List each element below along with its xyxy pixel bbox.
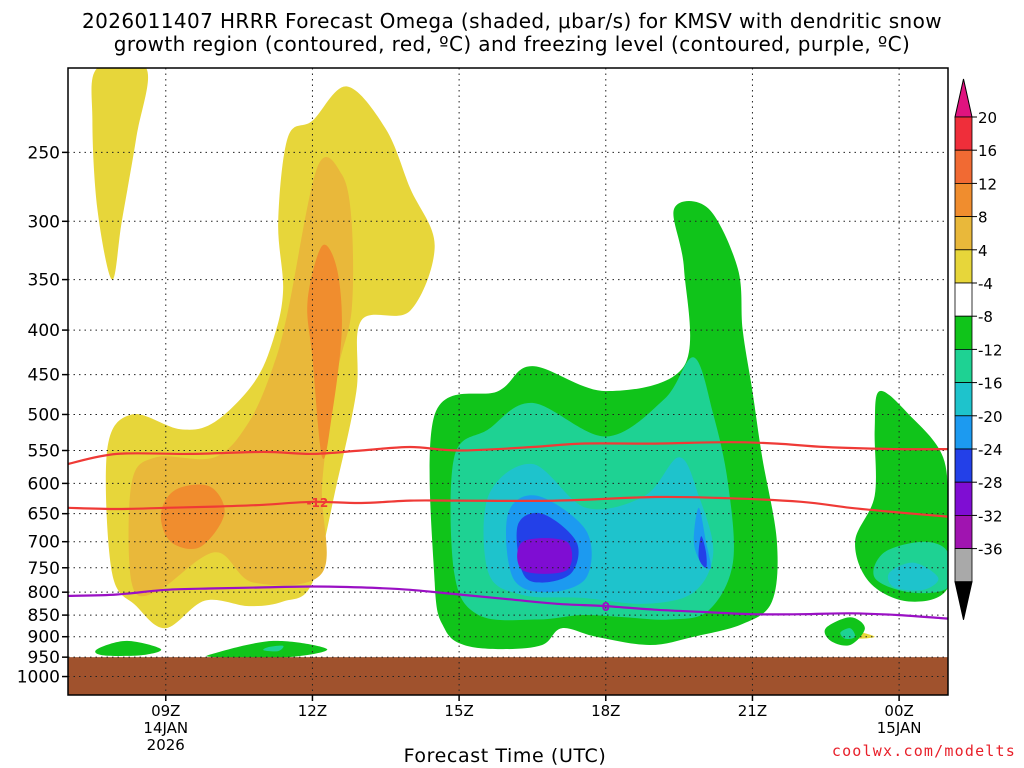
y-axis: 2503003504004505005506006507007508008509… [17,143,68,688]
colorbar-label-0: 20 [978,109,997,127]
colorbar-swatch-5 [954,282,973,317]
colorbar-swatch-6 [954,315,973,350]
x-tick-label-9-2: 2026 [147,736,185,754]
colorbar-label-3: 8 [978,209,988,227]
colorbar-label-10: -24 [978,441,1003,459]
omega-region-16 [887,562,939,591]
y-tick-label-950: 950 [28,648,60,668]
contour-lines: -12 0 [68,441,948,620]
y-tick-label-700: 700 [28,533,60,553]
contour-label-2: 0 [602,600,610,614]
contour-line-1 [68,495,948,518]
colorbar-swatch-3 [954,216,973,251]
colorbar-bottom-arrow [954,581,973,620]
colorbar-label-8: -16 [978,375,1003,393]
colorbar-swatch-13 [954,548,973,583]
x-tick-label-9-0: 09Z [151,702,180,720]
credit-link[interactable]: coolwx.com/modelts [831,742,1016,760]
omega-region-0 [91,68,149,280]
contour-label-1: -12 [306,496,328,510]
y-tick-label-1000: 1000 [17,668,60,688]
colorbar: 20 16 12 8 4 -4 -8 -12 -16 -20 -24 -28 -32 -36 [954,78,1003,620]
colorbar-swatch-4 [954,249,973,284]
chart-title-line1: 2026011407 HRRR Forecast Omega (shaded, … [81,9,943,33]
x-axis-label: Forecast Time (UTC) [403,745,607,767]
colorbar-swatch-0 [954,116,973,151]
omega-region-3 [307,244,342,460]
contour-line-2 [68,585,948,620]
colorbar-label-5: -4 [978,275,993,293]
colorbar-label-1: 16 [978,142,997,160]
y-tick-label-600: 600 [28,474,60,494]
colorbar-label-9: -20 [978,408,1003,426]
plot-frame [67,67,949,696]
colorbar-swatch-8 [954,382,973,417]
colorbar-label-12: -32 [978,507,1003,525]
x-tick-label-24-1: 15JAN [877,719,922,737]
y-tick-label-650: 650 [28,505,60,525]
x-tick-label-24-0: 00Z [884,702,913,720]
y-tick-label-550: 550 [28,442,60,462]
colorbar-label-13: -36 [978,541,1003,559]
chart-title-line2: growth region (contoured, red, ºC) and f… [113,32,911,56]
y-tick-label-350: 350 [28,271,60,291]
colorbar-swatch-12 [954,515,973,550]
colorbar-swatch-7 [954,348,973,383]
x-tick-label-15-0: 15Z [444,702,473,720]
x-tick-label-12-0: 12Z [298,702,327,720]
colorbar-swatch-9 [954,415,973,450]
y-tick-label-900: 900 [28,628,60,648]
y-tick-label-450: 450 [28,366,60,386]
colorbar-label-7: -12 [978,341,1003,359]
y-tick-label-850: 850 [28,606,60,626]
y-tick-label-300: 300 [28,212,60,232]
colorbar-swatch-10 [954,448,973,483]
colorbar-label-4: 4 [978,242,988,260]
colorbar-swatch-2 [954,182,973,217]
omega-region-21 [263,645,284,652]
omega-region-4 [160,484,225,550]
contour-line-0 [68,441,948,466]
omega-region-18 [95,640,162,656]
omega-region-12 [698,536,707,568]
omega-shading [91,68,948,658]
colorbar-label-2: 12 [978,175,997,193]
colorbar-top-arrow [954,78,973,118]
x-tick-label-9-1: 14JAN [143,719,188,737]
y-tick-label-500: 500 [28,405,60,425]
y-tick-label-750: 750 [28,559,60,579]
colorbar-swatch-1 [954,149,973,184]
colorbar-label-11: -28 [978,474,1003,492]
y-tick-label-800: 800 [28,583,60,603]
omega-region-13 [517,538,573,574]
y-tick-label-400: 400 [28,321,60,341]
y-tick-label-250: 250 [28,143,60,163]
colorbar-swatch-11 [954,481,973,516]
x-tick-label-18-0: 18Z [591,702,620,720]
x-tick-label-21-0: 21Z [738,702,767,720]
colorbar-label-6: -8 [978,308,993,326]
